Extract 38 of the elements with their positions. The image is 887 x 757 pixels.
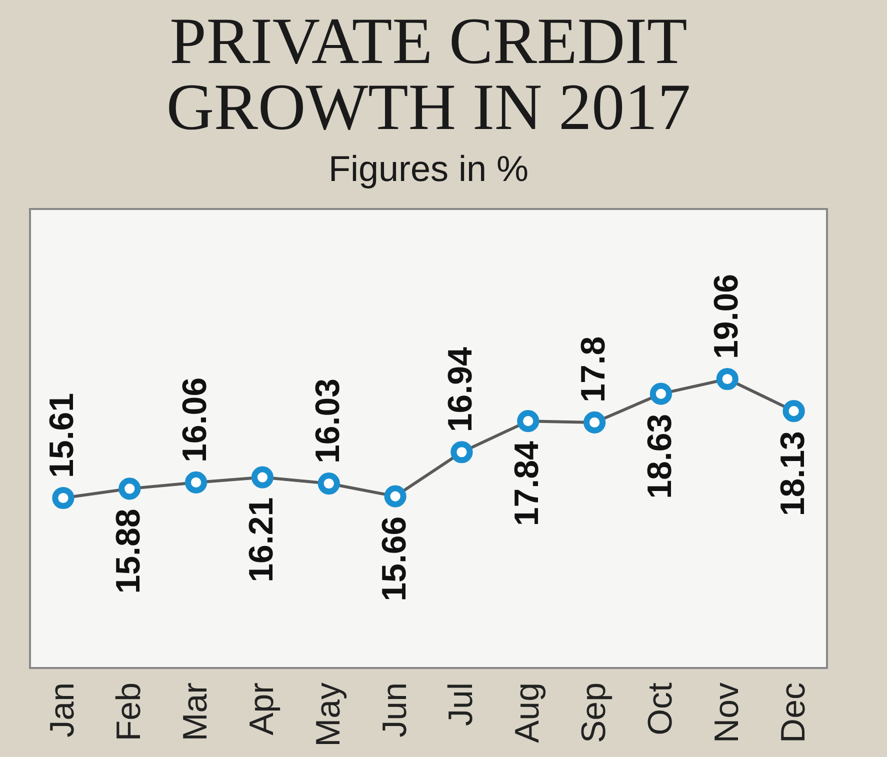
chart-subtitle: Figures in % — [328, 148, 529, 189]
point — [52, 486, 74, 510]
point — [118, 478, 141, 500]
x-tick-label: Jun — [376, 682, 414, 738]
point — [251, 466, 274, 488]
point — [384, 485, 406, 508]
x-tick-label: Dec — [774, 682, 812, 743]
point — [450, 441, 473, 464]
data-label: 16.06 — [176, 377, 214, 462]
x-tick-label: Jan — [44, 682, 82, 738]
point — [716, 368, 738, 390]
point — [517, 410, 540, 432]
chart-title: PRIVATE CREDIT GROWTH IN 2017 — [166, 5, 691, 144]
data-label: 17.8 — [574, 336, 613, 402]
point — [318, 472, 340, 495]
x-tick-label: Apr — [242, 682, 281, 736]
x-tick-label: Aug — [508, 682, 547, 743]
point — [650, 382, 672, 405]
data-label: 15.88 — [110, 508, 148, 594]
x-tick-label: May — [309, 682, 348, 747]
data-label: 16.21 — [242, 497, 280, 582]
data-label: 16.94 — [442, 346, 480, 432]
x-tick-label: Nov — [708, 682, 746, 743]
point — [782, 400, 805, 422]
x-tick-label: Jul — [442, 682, 480, 726]
x-tick-label: Oct — [641, 682, 680, 736]
x-tick-label: Mar — [176, 682, 215, 742]
data-label: 19.06 — [707, 274, 746, 359]
x-tick-label: Feb — [110, 682, 148, 742]
data-label: 18.63 — [640, 414, 679, 499]
x-tick-label: Sep — [575, 682, 614, 743]
point — [583, 411, 606, 434]
data-label: 16.03 — [308, 378, 347, 464]
data-label: 18.13 — [774, 431, 812, 516]
data-label: 15.61 — [43, 392, 82, 478]
data-label: 15.66 — [375, 516, 414, 602]
point — [184, 471, 208, 494]
data-label: 17.84 — [508, 441, 546, 526]
